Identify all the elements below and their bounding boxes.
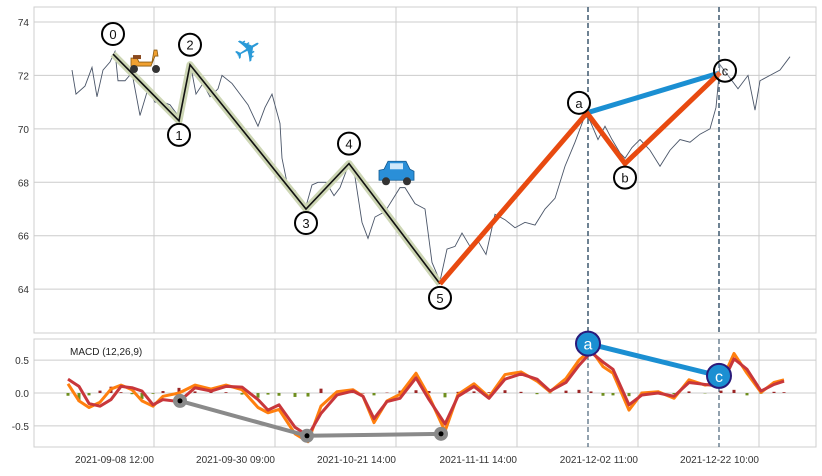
histogram-bar	[152, 393, 155, 394]
histogram-bar	[473, 391, 476, 393]
y-tick-label: 0.0	[15, 389, 29, 400]
histogram-bar	[120, 392, 123, 393]
y-tick-label: 70	[18, 125, 30, 136]
histogram-bar	[320, 389, 323, 393]
macd-title: MACD (12,26,9)	[70, 347, 142, 358]
wave-label-3: 3	[302, 216, 309, 231]
histogram-bar	[267, 393, 270, 395]
histogram-bar	[773, 392, 776, 393]
histogram-bar	[590, 391, 593, 393]
histogram-bar	[504, 390, 507, 393]
wave-label-0: 0	[109, 27, 116, 42]
y-tick-label: 66	[18, 232, 30, 243]
car-wheel	[382, 177, 390, 185]
histogram-bar	[67, 393, 70, 396]
histogram-bar	[373, 393, 376, 395]
histogram-bar	[602, 393, 605, 396]
scooter-wheel	[130, 65, 138, 73]
x-tick-label: 2021-09-08 12:00	[75, 455, 154, 466]
scooter-wheel	[152, 65, 160, 73]
wave-label-c: c	[722, 64, 729, 79]
scooter-seat	[133, 55, 141, 59]
histogram-bar	[131, 393, 134, 394]
divergence-point-dot	[439, 431, 444, 436]
histogram-bar	[162, 391, 165, 393]
histogram-bar	[688, 391, 691, 393]
histogram-bar	[578, 390, 581, 393]
wave-label-4: 4	[345, 137, 352, 152]
histogram-bar	[278, 393, 281, 396]
x-tick-label: 2021-11-11 14:00	[440, 455, 518, 466]
wave-label-1: 1	[175, 128, 182, 143]
histogram-bar	[362, 393, 365, 394]
macd-wave-label-c: c	[715, 369, 723, 386]
histogram-bar	[746, 393, 749, 395]
car-wheel	[403, 177, 411, 185]
histogram-bar	[241, 393, 244, 395]
price-axes-frame	[34, 7, 816, 333]
histogram-bar	[194, 391, 197, 393]
histogram-bar	[488, 392, 491, 393]
histogram-bar	[415, 390, 418, 393]
histogram-bar	[99, 391, 102, 393]
histogram-bar	[565, 391, 568, 393]
y-tick-label: 72	[18, 71, 30, 82]
macd-wave-label-a: a	[584, 337, 593, 354]
wave-label-5: 5	[436, 291, 443, 306]
histogram-bar	[628, 393, 631, 396]
y-tick-label: -0.5	[12, 422, 30, 433]
divergence-point-dot	[305, 433, 310, 438]
histogram-bar	[536, 393, 539, 394]
histogram-bar	[720, 391, 723, 393]
histogram-bar	[733, 390, 736, 393]
x-tick-label: 2021-09-30 09:00	[196, 455, 275, 466]
histogram-bar	[444, 393, 447, 397]
y-tick-label: 0.5	[15, 356, 29, 367]
histogram-bar	[520, 392, 523, 393]
car-window	[390, 163, 403, 169]
wave-label-2: 2	[186, 38, 193, 53]
x-tick-label: 2021-12-22 10:00	[680, 455, 759, 466]
histogram-bar	[612, 393, 615, 395]
divergence-point-dot	[178, 398, 183, 403]
y-tick-label: 64	[18, 285, 30, 296]
wave-label-b: b	[621, 171, 628, 186]
histogram-bar	[225, 392, 228, 393]
y-tick-label: 68	[18, 178, 30, 189]
y-tick-label: 74	[18, 18, 30, 29]
histogram-bar	[88, 393, 91, 395]
histogram-bar	[307, 393, 310, 397]
x-tick-label: 2021-12-02 11:00	[560, 455, 639, 466]
histogram-bar	[783, 392, 786, 393]
histogram-bar	[294, 393, 297, 397]
x-tick-label: 2021-10-21 14:00	[317, 455, 396, 466]
wave-label-a: a	[575, 96, 583, 111]
